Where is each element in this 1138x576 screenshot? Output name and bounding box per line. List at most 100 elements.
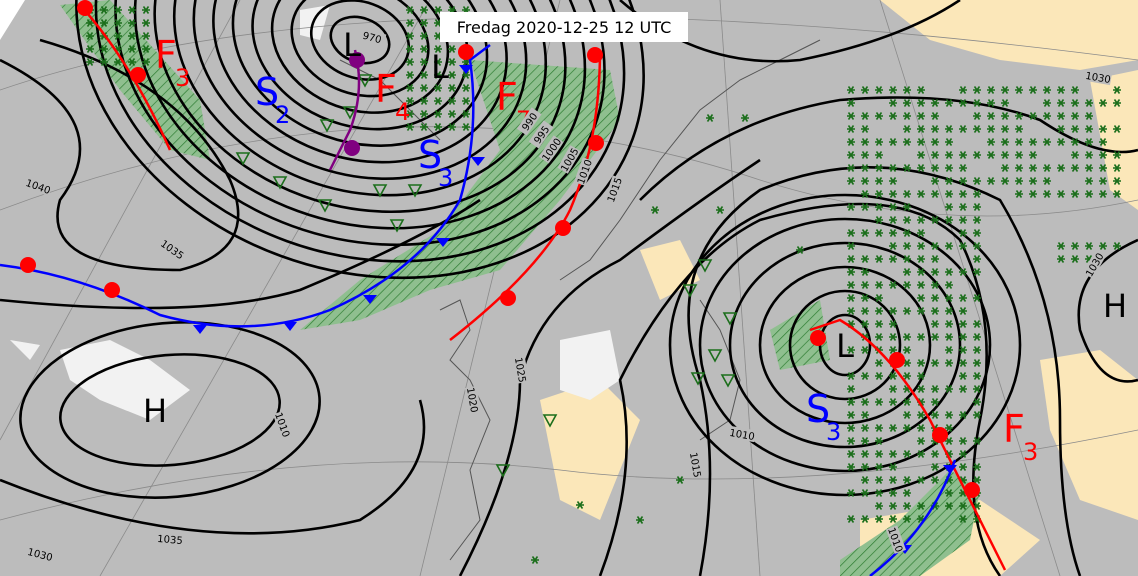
front-index: 4 xyxy=(395,98,410,126)
isobar xyxy=(133,0,587,230)
warm-symbol xyxy=(889,352,905,368)
isobar-label-bg xyxy=(1082,250,1106,279)
shower xyxy=(235,74,738,478)
warm-symbol xyxy=(458,44,474,60)
isobar-label-bg xyxy=(512,355,530,384)
isobar-label: 1030 xyxy=(1084,71,1111,86)
isobar-label-bg xyxy=(516,107,542,136)
pressure-center: H xyxy=(1103,287,1127,325)
isobar-label-bg xyxy=(573,157,595,186)
warm-symbol xyxy=(344,140,360,156)
front-line xyxy=(869,459,957,576)
warm-symbol xyxy=(20,257,36,273)
isobar-label-bg xyxy=(158,236,187,262)
isobar xyxy=(788,289,902,401)
warm-symbol xyxy=(130,67,146,83)
isobar xyxy=(309,0,411,81)
front-index: 3 xyxy=(175,64,190,92)
warm-symbol xyxy=(587,47,603,63)
front-letter: S xyxy=(418,133,442,177)
isobar-label-bg xyxy=(538,135,564,164)
isobar-label-bg xyxy=(24,175,53,197)
isobar-label-bg xyxy=(528,120,554,149)
warm-symbol xyxy=(588,135,604,151)
isobar-label: 1010 xyxy=(728,428,755,443)
pressure-center: L xyxy=(836,327,854,365)
isobar-label-bg xyxy=(358,27,387,47)
front-letter: S xyxy=(806,387,830,431)
isobar xyxy=(19,321,321,499)
isobar-label: 1015 xyxy=(687,452,702,479)
cold-symbol xyxy=(363,295,377,304)
isobar xyxy=(212,0,508,164)
cold-symbol xyxy=(436,238,450,247)
cold-symbol xyxy=(283,322,297,331)
cold-symbol xyxy=(459,65,473,74)
isobar xyxy=(59,353,281,467)
isobar-label-bg xyxy=(728,425,757,443)
front-index: 3 xyxy=(1023,438,1038,466)
front-line xyxy=(79,4,172,151)
isobar xyxy=(94,0,626,263)
front-line xyxy=(449,49,602,341)
fronts xyxy=(0,0,1007,576)
isobar-label-bg xyxy=(26,544,55,564)
isobar xyxy=(668,193,1022,497)
isobar xyxy=(270,0,450,114)
warm-symbol xyxy=(500,290,516,306)
isobar-label-bg xyxy=(272,410,294,439)
pressure-center: L xyxy=(431,48,449,86)
front-letter: F xyxy=(1003,407,1025,451)
front-letter: F xyxy=(155,33,177,77)
isobar-label-bg xyxy=(557,145,581,174)
isobar xyxy=(192,0,528,180)
isobar xyxy=(153,0,567,214)
isobar-label: 1020 xyxy=(464,387,479,414)
isobar-label-bg xyxy=(156,531,184,547)
isobar xyxy=(0,198,481,310)
title: Fredag 2020-12-25 12 UTC xyxy=(457,18,672,37)
isobar-label-bg xyxy=(885,525,907,554)
isobar xyxy=(172,0,548,197)
isobar xyxy=(0,399,426,535)
isobar xyxy=(698,217,992,473)
labels: HLLLHF3S2F4S3F7S3F3104010359709909951000… xyxy=(24,26,1127,564)
front-index: 2 xyxy=(275,101,290,129)
isobar xyxy=(728,241,962,449)
snow-symbols xyxy=(86,6,1121,564)
isobar-label-bg xyxy=(464,385,482,414)
coastline xyxy=(339,39,821,561)
cloud xyxy=(10,5,620,420)
warm-symbol xyxy=(555,220,571,236)
warm-symbol xyxy=(104,282,120,298)
isobar xyxy=(598,202,1002,576)
isobar-label: 970 xyxy=(361,31,382,47)
cold-symbol xyxy=(193,325,207,334)
front-index: 3 xyxy=(438,164,453,192)
front-letter: F xyxy=(496,75,518,119)
isobar xyxy=(231,0,489,147)
front-letter: S xyxy=(255,70,279,114)
front-letter: F xyxy=(375,67,397,111)
isobar xyxy=(0,38,240,272)
cold-symbol xyxy=(471,157,485,166)
pressure-center: H xyxy=(143,392,167,430)
pressure-center: L xyxy=(343,26,361,64)
warm-symbol xyxy=(810,330,826,346)
isobar xyxy=(758,265,932,425)
isobar xyxy=(1077,238,1138,383)
front-line xyxy=(809,318,1007,571)
isobar-label: 1025 xyxy=(512,357,527,384)
cold-symbol xyxy=(943,465,957,474)
isobar-label: 1035 xyxy=(157,534,183,547)
warm-symbol xyxy=(932,427,948,443)
warm-symbol xyxy=(964,482,980,498)
isobar-label-bg xyxy=(603,175,625,204)
warm-symbol xyxy=(77,0,93,16)
front-index: 3 xyxy=(826,418,841,446)
isobar-label-bg xyxy=(687,450,705,479)
title-box xyxy=(440,12,688,42)
